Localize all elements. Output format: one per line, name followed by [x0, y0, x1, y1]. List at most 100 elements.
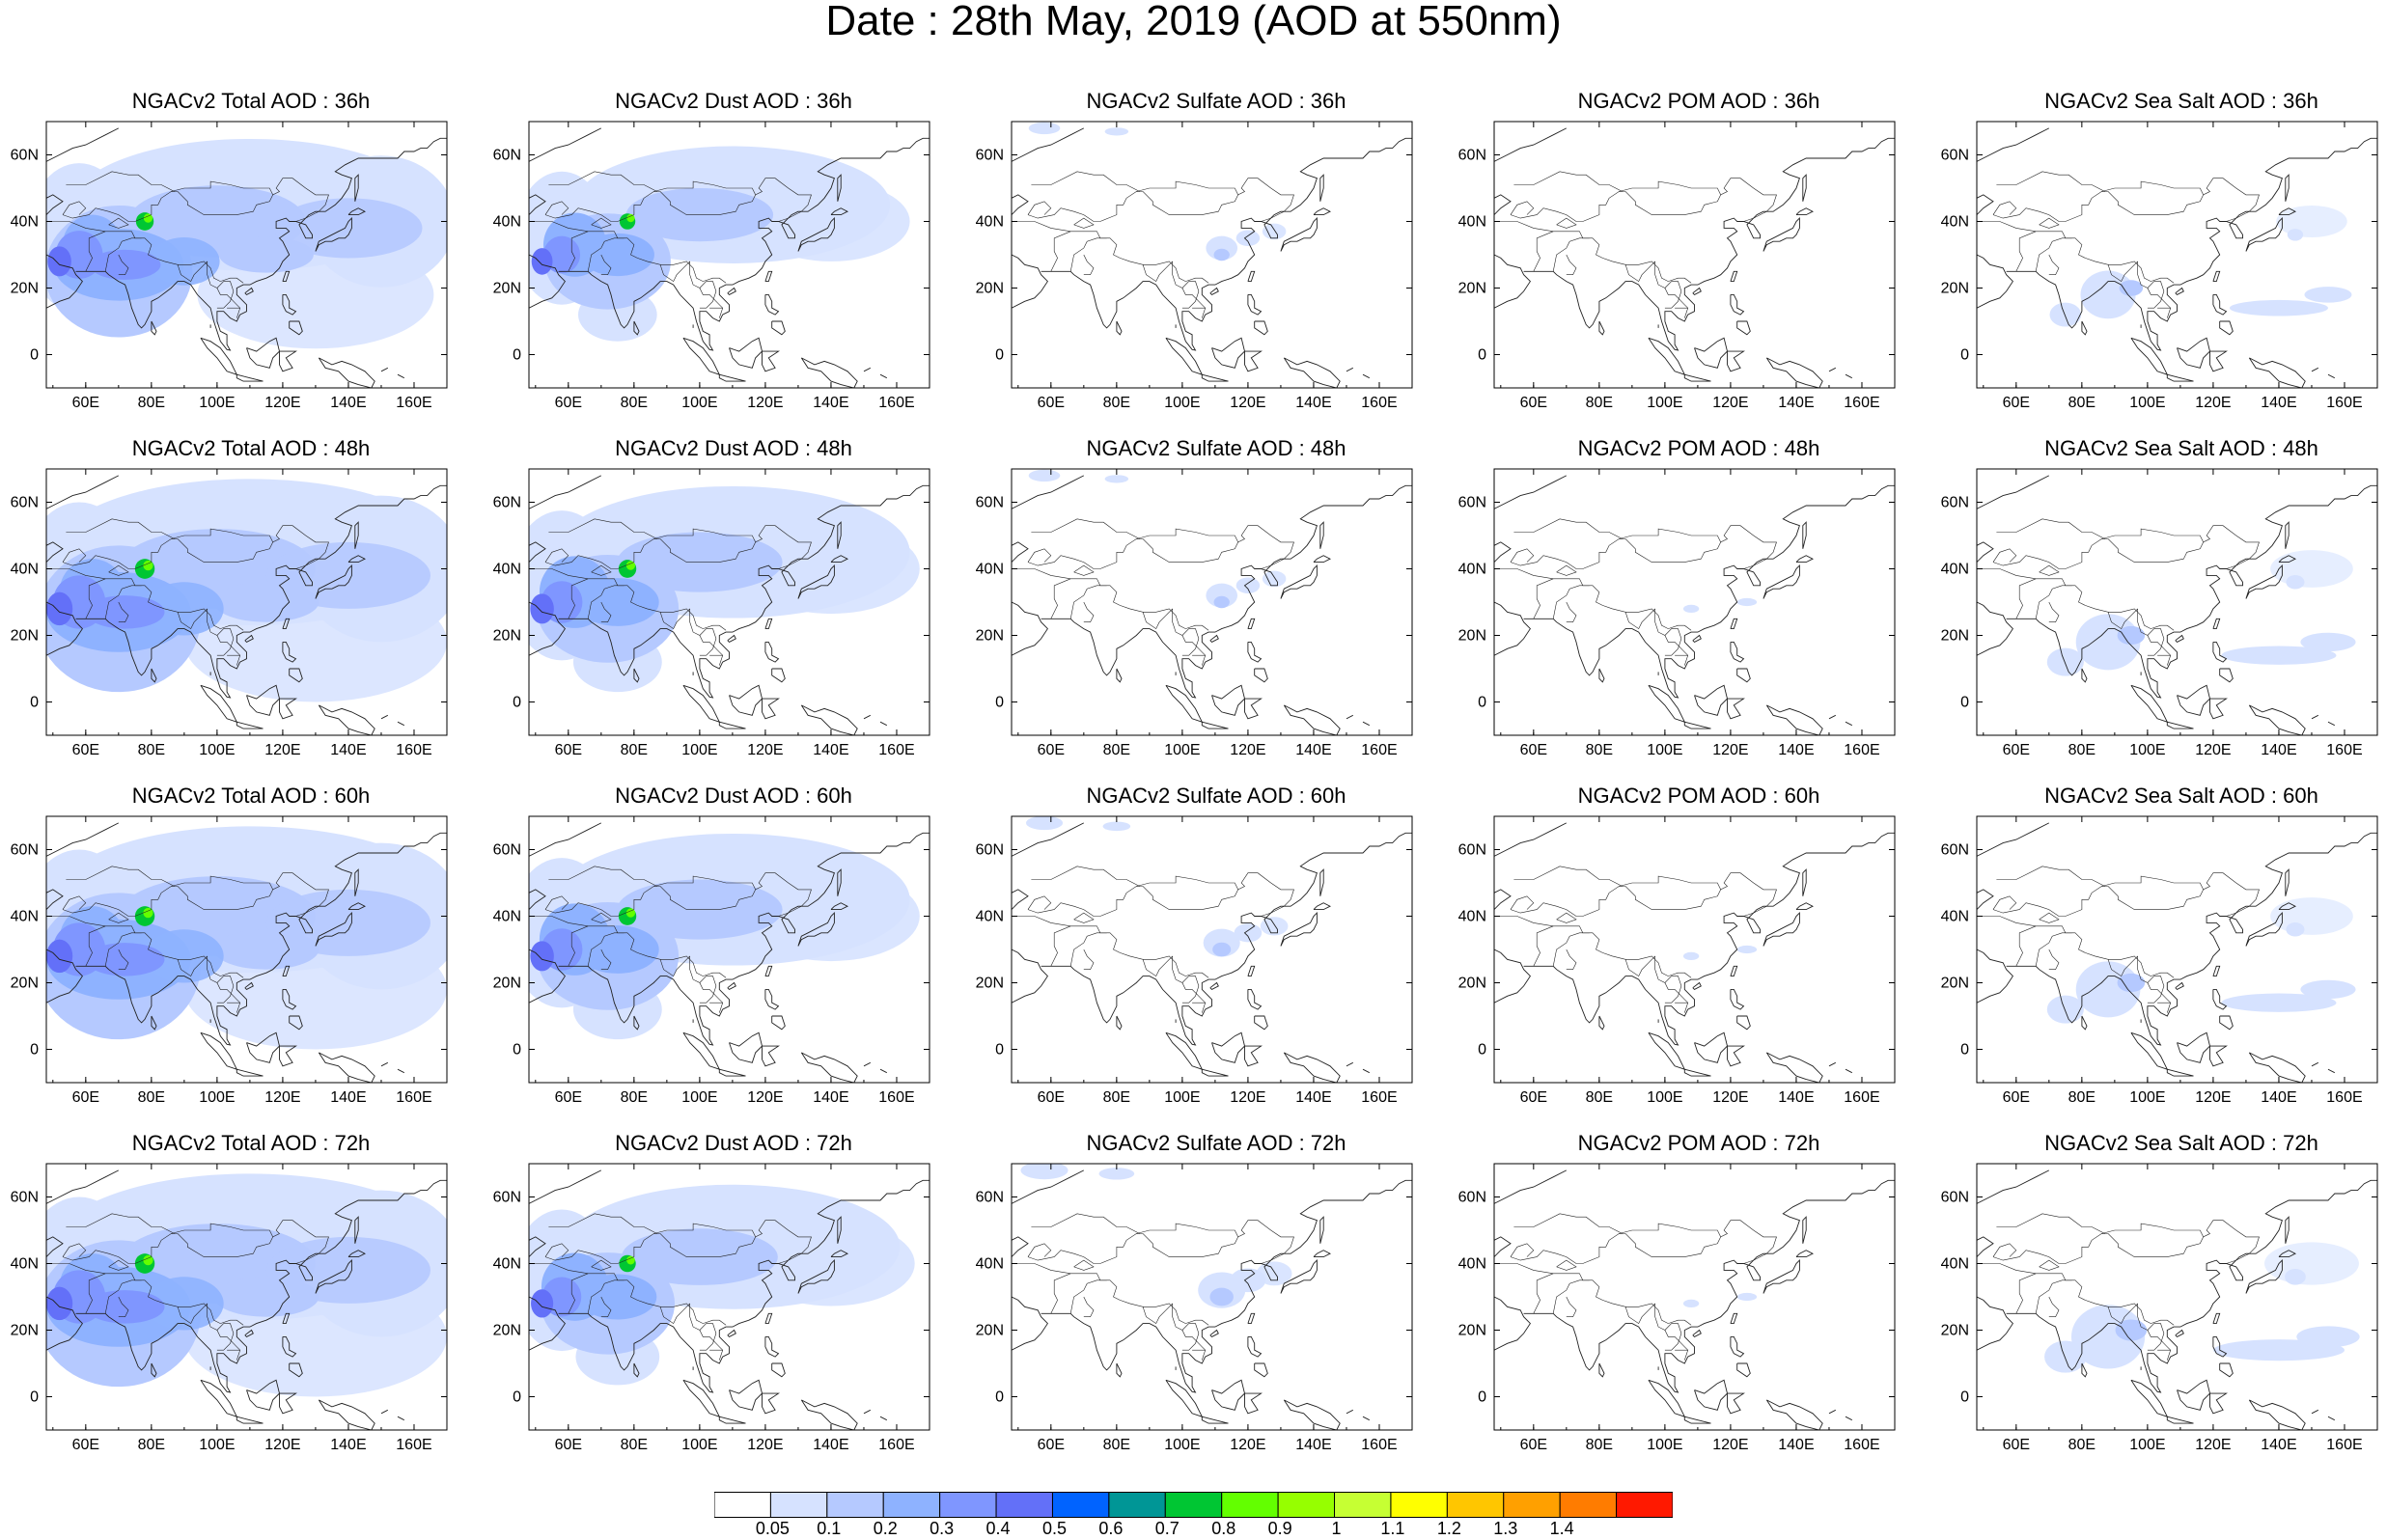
x-tick-label: 60E — [72, 395, 99, 411]
y-tick-label: 20N — [11, 1323, 39, 1339]
x-tick-label: 100E — [199, 395, 235, 411]
map-frame — [45, 815, 448, 1084]
coastlines — [46, 822, 447, 1083]
x-tick-label: 100E — [1647, 1089, 1682, 1106]
x-tick-label: 100E — [2129, 742, 2165, 758]
map-panel: NGACv2 Dust AOD : 72h 60E 80E 100E 120E 140E 1… — [483, 1131, 946, 1478]
y-tick-label: 20N — [976, 1323, 1004, 1339]
aod-field — [2046, 897, 2356, 1024]
y-tick-label: 20N — [11, 281, 39, 297]
y-tick-label: 20N — [493, 976, 521, 992]
x-tick-label: 140E — [330, 395, 366, 411]
x-tick-label: 80E — [1586, 1089, 1613, 1106]
panel-title: NGACv2 Total AOD : 72h — [131, 1131, 371, 1155]
y-tick-label: 20N — [1458, 1323, 1486, 1339]
panel-title: NGACv2 Dust AOD : 36h — [615, 89, 852, 113]
x-tick-label: 80E — [1586, 395, 1613, 411]
x-tick-label: 140E — [813, 1437, 848, 1453]
x-tick-label: 160E — [2326, 742, 2362, 758]
panel-title: NGACv2 Sulfate AOD : 72h — [1086, 1131, 1346, 1155]
aod-field — [46, 138, 447, 349]
y-tick-label: 0 — [513, 1389, 521, 1406]
x-tick-label: 160E — [878, 395, 914, 411]
x-tick-label: 100E — [199, 742, 235, 758]
aod-map: 60E 80E 100E 120E 140E 160E 60N 40N 20N 0 — [976, 1163, 1413, 1453]
colorbar-swatch — [1334, 1492, 1392, 1518]
colorbar-label: 0.6 — [1098, 1519, 1124, 1538]
aod-map: 60E 80E 100E 120E 140E 160E 60N 40N 20N 0 — [493, 468, 930, 758]
y-tick-label: 20N — [1458, 628, 1486, 645]
x-tick-label: 100E — [2129, 1437, 2165, 1453]
coastlines — [529, 475, 930, 735]
x-tick-label: 120E — [264, 395, 300, 411]
x-tick-label: 140E — [1295, 742, 1331, 758]
coastlines — [1977, 127, 2377, 388]
y-tick-label: 60N — [1458, 1190, 1486, 1206]
x-tick-label: 120E — [264, 1089, 300, 1106]
x-tick-label: 120E — [747, 1089, 783, 1106]
aod-field — [46, 1173, 447, 1397]
y-tick-label: 0 — [30, 347, 39, 364]
coastlines — [1494, 475, 1895, 735]
colorbar-swatch — [1164, 1492, 1223, 1518]
x-tick-label: 100E — [1164, 395, 1200, 411]
x-tick-label: 120E — [1712, 395, 1748, 411]
y-tick-label: 40N — [1458, 1256, 1486, 1273]
x-tick-label: 100E — [2129, 1089, 2165, 1106]
map-frame — [1493, 815, 1896, 1084]
x-tick-label: 80E — [1103, 742, 1130, 758]
x-tick-label: 120E — [264, 742, 300, 758]
map-frame — [1976, 121, 2378, 389]
x-tick-label: 120E — [1712, 742, 1748, 758]
aod-map: 60E 80E 100E 120E 140E 160E 60N 40N 20N 0 — [1941, 121, 2378, 411]
aod-map: 60E 80E 100E 120E 140E 160E 60N 40N 20N 0 — [1458, 121, 1896, 411]
x-tick-label: 60E — [1520, 1089, 1547, 1106]
map-panel: NGACv2 Sulfate AOD : 36h 60E 80E 100E 120E 14… — [965, 89, 1429, 436]
y-tick-label: 20N — [493, 281, 521, 297]
y-tick-label: 60N — [1458, 495, 1486, 511]
y-tick-label: 0 — [513, 695, 521, 711]
colorbar-label: 1.4 — [1549, 1519, 1574, 1538]
aod-field — [529, 146, 910, 342]
y-tick-label: 20N — [11, 976, 39, 992]
colorbar-swatch — [1503, 1492, 1561, 1518]
x-tick-label: 60E — [555, 395, 582, 411]
panel-title: NGACv2 Total AOD : 48h — [131, 436, 371, 460]
map-frame — [1011, 468, 1413, 736]
x-tick-label: 140E — [330, 742, 366, 758]
map-panel: NGACv2 Total AOD : 48h 60E 80E 100E 120E 140E… — [0, 436, 463, 784]
x-tick-label: 160E — [1844, 395, 1879, 411]
y-tick-label: 0 — [1478, 695, 1486, 711]
x-tick-label: 140E — [1778, 1089, 1814, 1106]
map-frame — [1011, 1163, 1413, 1431]
aod-map: 60E 80E 100E 120E 140E 160E 60N 40N 20N 0 — [976, 468, 1413, 758]
x-tick-label: 60E — [1038, 1089, 1065, 1106]
x-tick-label: 80E — [621, 742, 648, 758]
y-tick-label: 0 — [1960, 1042, 1969, 1059]
colorbar-label: 0.8 — [1211, 1519, 1236, 1538]
x-tick-label: 100E — [1647, 395, 1682, 411]
y-tick-label: 60N — [1458, 842, 1486, 859]
map-panel: NGACv2 POM AOD : 72h 60E 80E 100E 120E 140E 16… — [1448, 1131, 1911, 1478]
map-frame — [1011, 815, 1413, 1084]
panel-title: NGACv2 Sea Salt AOD : 72h — [2044, 1131, 2318, 1155]
map-panel: NGACv2 Sea Salt AOD : 48h 60E 80E 100E 120E 1… — [1930, 436, 2387, 784]
y-tick-label: 0 — [513, 347, 521, 364]
x-tick-label: 160E — [1844, 742, 1879, 758]
x-tick-label: 120E — [747, 395, 783, 411]
aod-map: 60E 80E 100E 120E 140E 160E 60N 40N 20N 0 — [493, 121, 930, 411]
y-tick-label: 40N — [493, 214, 521, 231]
y-tick-label: 60N — [493, 842, 521, 859]
y-tick-label: 40N — [976, 562, 1004, 578]
y-tick-label: 40N — [976, 909, 1004, 925]
x-tick-label: 140E — [2261, 742, 2296, 758]
panel-title: NGACv2 Dust AOD : 48h — [615, 436, 852, 460]
aod-map: 60E 80E 100E 120E 140E 160E 60N 40N 20N 0 — [1458, 1163, 1896, 1453]
y-tick-label: 0 — [1960, 1389, 1969, 1406]
colorbar-swatch — [826, 1492, 884, 1518]
coastlines — [46, 475, 447, 735]
coastlines — [1977, 822, 2377, 1083]
x-tick-label: 60E — [555, 742, 582, 758]
aod-map: 60E 80E 100E 120E 140E 160E 60N 40N 20N 0 — [11, 815, 448, 1106]
panel-title: NGACv2 Total AOD : 36h — [131, 89, 371, 113]
